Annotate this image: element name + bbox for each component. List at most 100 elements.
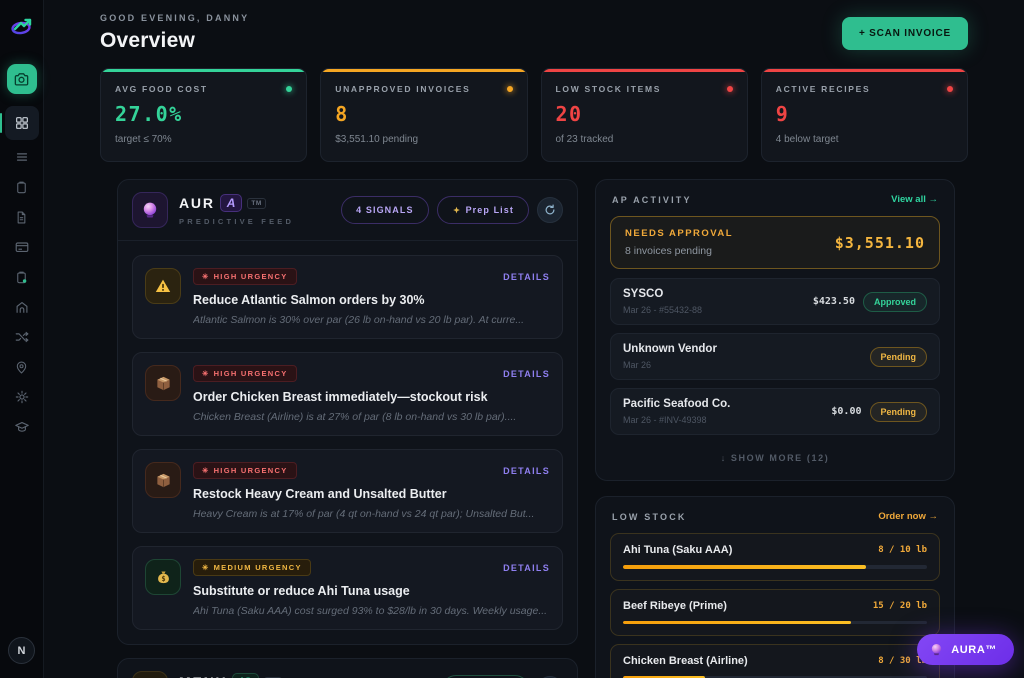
view-all-link[interactable]: View all → <box>891 194 938 205</box>
aura-assistant-fab[interactable]: AURA™ <box>917 634 1014 665</box>
money-bag-icon: $ <box>145 559 181 595</box>
signal-card[interactable]: ✳ HIGH URGENCY DETAILS Restock Heavy Crea… <box>132 449 563 533</box>
signal-card[interactable]: ✳ HIGH URGENCY DETAILS Order Chicken Brea… <box>132 352 563 436</box>
low-stock-item[interactable]: Chicken Breast (Airline) 8 / 30 lb <box>610 644 940 678</box>
refresh-button[interactable] <box>537 197 563 223</box>
home-icon <box>14 299 30 315</box>
low-stock-item[interactable]: Ahi Tuna (Saku AAA) 8 / 10 lb <box>610 533 940 581</box>
status-dot-icon <box>506 86 513 92</box>
invoices-pending-text: 8 invoices pending <box>625 245 712 257</box>
sidebar-item-billing[interactable] <box>5 232 39 262</box>
aura-subtitle: PREDICTIVE FEED <box>179 217 295 226</box>
stat-subtext: of 23 tracked <box>555 134 614 145</box>
item-quantity: 8 / 30 lb <box>878 656 927 666</box>
crystal-ball-icon <box>929 642 944 657</box>
refresh-icon <box>544 204 556 216</box>
billing-card-icon <box>14 239 30 255</box>
urgency-label: HIGH URGENCY <box>213 369 288 378</box>
scan-camera-button[interactable] <box>6 64 37 94</box>
aura-title: AUR <box>179 195 215 211</box>
signals-count-button[interactable]: 4 SIGNALS <box>341 196 429 224</box>
details-link[interactable]: DETAILS <box>503 271 550 282</box>
user-avatar[interactable]: N <box>8 637 35 664</box>
signal-card[interactable]: $ ✳ MEDIUM URGENCY DETAILS Substitute or … <box>132 546 563 630</box>
left-column: AUR A TM PREDICTIVE FEED 4 SIGNALS Prep … <box>117 179 578 678</box>
stat-label: UNAPPROVED INVOICES <box>335 84 471 94</box>
stats-row: AVG FOOD COST 27.0% target ≤ 70% UNAPPRO… <box>100 68 968 162</box>
menu-list-icon <box>14 149 30 165</box>
sidebar-item-settings[interactable] <box>5 382 39 412</box>
sidebar-item-dashboard[interactable] <box>0 106 39 140</box>
signal-title: Restock Heavy Cream and Unsalted Butter <box>193 487 447 501</box>
sidebar-item-orders[interactable] <box>5 172 39 202</box>
stat-subtext: $3,551.10 pending <box>335 134 419 145</box>
urgency-marker: ✳ <box>202 369 210 378</box>
sparkles-icon <box>132 671 168 678</box>
needs-approval-card[interactable]: NEEDS APPROVAL 8 invoices pending $3,551… <box>610 216 940 269</box>
signal-description: Ahi Tuna (Saku AAA) cost surged 93% to $… <box>193 605 548 617</box>
details-link[interactable]: DETAILS <box>503 465 550 476</box>
status-dot-icon <box>726 86 733 92</box>
signal-title: Order Chicken Breast immediately—stockou… <box>193 390 488 404</box>
crystal-ball-icon <box>132 192 168 228</box>
stat-accent-bar <box>761 69 967 72</box>
details-link[interactable]: DETAILS <box>503 562 550 573</box>
vendor-name: SYSCO <box>623 288 664 300</box>
urgency-marker: ✳ <box>202 466 210 475</box>
prep-list-button[interactable]: Prep List <box>436 196 529 224</box>
settings-gear-icon <box>14 389 30 405</box>
sidebar-item-integrations[interactable] <box>5 322 39 352</box>
stat-card-active-recipes: ACTIVE RECIPES 9 4 below target <box>760 68 968 162</box>
scan-invoice-button[interactable]: + SCAN INVOICE <box>841 17 968 50</box>
sidebar: N <box>0 0 44 678</box>
stat-value: 9 <box>775 102 790 126</box>
package-box-icon <box>145 365 181 401</box>
stat-card-unapproved-invoices: UNAPPROVED INVOICES 8 $3,551.10 pending <box>320 68 528 162</box>
stock-progress-fill <box>623 620 851 624</box>
stat-accent-bar <box>541 69 747 72</box>
camera-icon <box>13 71 30 88</box>
invoice-amount: $0.00 <box>831 406 862 417</box>
pending-amount: $3,551.10 <box>834 233 925 252</box>
stat-accent-bar <box>321 69 527 72</box>
stat-value: 8 <box>335 102 349 126</box>
stat-accent-bar <box>101 69 307 72</box>
sidebar-item-locations[interactable] <box>5 352 39 382</box>
menu-iq-title-badge: IQ <box>232 673 260 678</box>
needs-approval-label: NEEDS APPROVAL <box>625 228 734 239</box>
dashboard-grid-icon <box>14 115 30 131</box>
stat-label: LOW STOCK ITEMS <box>555 84 662 94</box>
sidebar-item-inventory[interactable] <box>5 262 39 292</box>
stock-progress-fill <box>623 565 867 569</box>
urgency-label: HIGH URGENCY <box>213 272 288 281</box>
clipboard-icon <box>14 180 29 195</box>
sidebar-item-invoices[interactable] <box>5 202 39 232</box>
invoice-row[interactable]: SYSCO Mar 26 - #55432-88 $423.50 Approve… <box>610 278 940 325</box>
invoice-row[interactable]: Pacific Seafood Co. Mar 26 - #INV-49398 … <box>610 388 940 435</box>
urgency-marker: ✳ <box>202 563 210 572</box>
status-dot-icon <box>286 86 293 92</box>
package-box-icon <box>145 462 181 498</box>
ap-activity-title: AP ACTIVITY <box>612 194 692 205</box>
stock-progress-fill <box>623 676 706 678</box>
details-link[interactable]: DETAILS <box>503 368 550 379</box>
show-more-button[interactable]: ↓ SHOW MORE (12) <box>720 453 830 463</box>
sidebar-item-lists[interactable] <box>5 142 39 172</box>
sidebar-item-venues[interactable] <box>5 292 39 322</box>
inventory-clipboard-icon <box>14 270 29 285</box>
low-stock-item[interactable]: Beef Ribeye (Prime) 15 / 20 lb <box>610 588 940 636</box>
status-badge: Pending <box>869 401 927 422</box>
stat-value: 27.0% <box>115 102 183 126</box>
location-pin-icon <box>14 360 29 375</box>
sidebar-item-training[interactable] <box>5 412 39 442</box>
training-cap-icon <box>14 419 30 435</box>
stat-label: ACTIVE RECIPES <box>775 84 871 94</box>
signal-description: Chicken Breast (Airline) is at 27% of pa… <box>193 411 517 423</box>
urgency-label: HIGH URGENCY <box>213 466 288 475</box>
brand-logo-icon <box>9 12 35 38</box>
item-name: Beef Ribeye (Prime) <box>623 599 727 612</box>
signal-card[interactable]: ✳ HIGH URGENCY DETAILS Reduce Atlantic Sa… <box>132 255 563 339</box>
order-now-link[interactable]: Order now → <box>878 511 938 522</box>
stat-label: AVG FOOD COST <box>115 84 208 94</box>
invoice-row[interactable]: Unknown Vendor Mar 26 Pending <box>610 333 940 380</box>
